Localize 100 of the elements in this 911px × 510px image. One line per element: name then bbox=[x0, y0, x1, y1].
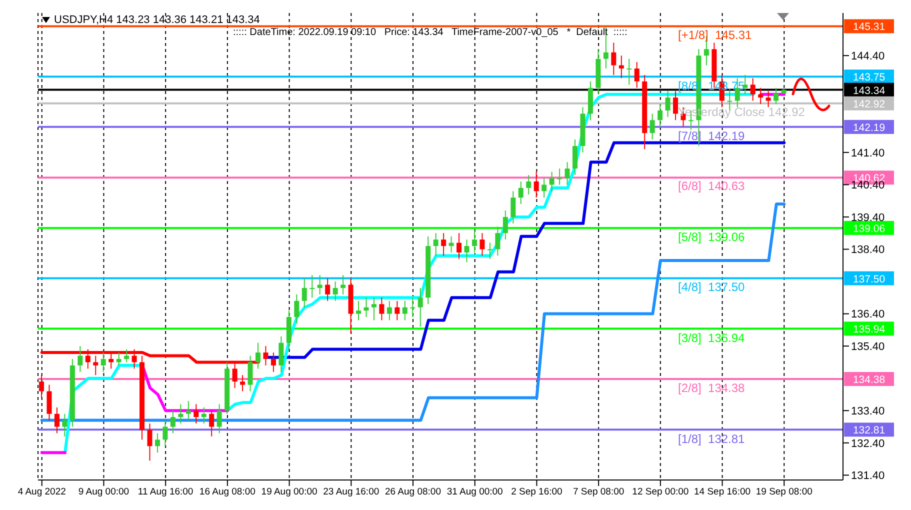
candlestick bbox=[209, 410, 214, 437]
candlestick bbox=[46, 384, 52, 421]
x-tick-label: 4 Aug 2022 bbox=[18, 486, 66, 498]
candlestick bbox=[62, 413, 68, 437]
candlestick bbox=[766, 90, 771, 108]
candlestick bbox=[549, 171, 554, 192]
candlestick bbox=[332, 281, 338, 302]
ref-line-label: 143.75 bbox=[852, 72, 886, 84]
candlestick bbox=[310, 274, 315, 298]
candlestick bbox=[564, 162, 570, 186]
y-tick-label: 144.40 bbox=[851, 50, 885, 63]
ref-line-label: 135.94 bbox=[852, 324, 886, 336]
x-tick-label: 12 Sep 00:00 bbox=[632, 486, 689, 498]
x-tick-label: 9 Aug 00:00 bbox=[78, 486, 130, 498]
y-tick-label: 139.40 bbox=[851, 212, 885, 224]
chart-title: USDJPY,H4 143.23 143.36 143.21 143.34 bbox=[54, 14, 260, 26]
y-tick-label: 132.40 bbox=[851, 438, 885, 450]
candlestick bbox=[278, 336, 284, 372]
candlestick bbox=[364, 297, 369, 318]
candlestick bbox=[418, 287, 423, 328]
candlestick bbox=[626, 58, 632, 86]
candlestick bbox=[248, 355, 253, 392]
candlestick bbox=[611, 42, 616, 76]
candlestick bbox=[386, 300, 392, 321]
candlestick bbox=[379, 297, 384, 321]
candlestick bbox=[39, 374, 44, 398]
candlestick bbox=[100, 352, 106, 372]
candlestick bbox=[518, 180, 524, 205]
x-tick-label: 19 Aug 00:00 bbox=[261, 486, 318, 498]
candlestick bbox=[750, 78, 756, 102]
candlestick bbox=[371, 297, 376, 321]
y-tick-label: 135.40 bbox=[851, 340, 885, 353]
x-tick-label: 31 Aug 00:00 bbox=[446, 486, 503, 498]
candlestick bbox=[124, 348, 130, 363]
candlestick bbox=[340, 274, 346, 295]
candlestick bbox=[658, 104, 663, 128]
candlestick bbox=[216, 404, 222, 434]
annotation: [+1/8] 145.31 bbox=[678, 28, 752, 42]
x-tick-label: 26 Aug 08:00 bbox=[385, 486, 441, 498]
candlestick bbox=[356, 300, 362, 321]
candlestick bbox=[665, 90, 670, 118]
candlestick bbox=[170, 410, 176, 434]
x-tick-label: 7 Sep 08:00 bbox=[572, 486, 624, 498]
candlestick bbox=[410, 297, 416, 318]
candlestick bbox=[487, 242, 492, 260]
candlestick bbox=[302, 278, 307, 308]
candlestick bbox=[147, 423, 152, 462]
candlestick bbox=[510, 190, 516, 224]
ref-line-label: 134.38 bbox=[852, 374, 886, 386]
x-tick-label: 23 Aug 16:00 bbox=[323, 486, 380, 498]
candlestick bbox=[240, 374, 246, 392]
candlestick bbox=[317, 274, 322, 295]
candlestick bbox=[201, 406, 206, 424]
candlestick bbox=[618, 55, 624, 79]
candlestick bbox=[572, 139, 578, 176]
candlestick bbox=[178, 404, 184, 424]
candlestick bbox=[294, 294, 300, 324]
candlestick bbox=[54, 406, 60, 434]
annotation: [1/8] 132.81 bbox=[678, 432, 745, 446]
annotation: [4/8] 137.50 bbox=[678, 280, 745, 294]
x-tick-label: 2 Sep 16:00 bbox=[511, 486, 562, 498]
ref-line-label: 143.34 bbox=[852, 84, 886, 97]
candlestick bbox=[194, 404, 199, 424]
candlestick bbox=[542, 178, 547, 198]
candlestick bbox=[433, 232, 438, 256]
ref-line-label: 145.31 bbox=[852, 21, 886, 34]
candlestick bbox=[534, 171, 539, 198]
candlestick bbox=[456, 232, 462, 260]
y-tick-label: 141.40 bbox=[851, 147, 885, 160]
candlestick bbox=[162, 420, 168, 447]
candlestick bbox=[263, 346, 268, 366]
candlestick bbox=[116, 352, 122, 366]
x-tick-label: 14 Sep 16:00 bbox=[694, 486, 751, 498]
candlestick bbox=[325, 278, 330, 302]
candlestick bbox=[502, 210, 508, 240]
ref-line-label: 142.92 bbox=[852, 98, 886, 110]
annotation: [6/8] 140.63 bbox=[678, 179, 745, 194]
candlestick bbox=[78, 346, 83, 372]
candlestick bbox=[464, 239, 470, 263]
y-tick-label: 136.40 bbox=[851, 308, 885, 321]
candlestick bbox=[186, 400, 191, 421]
candlestick bbox=[673, 90, 678, 121]
x-tick-label: 19 Sep 08:00 bbox=[756, 486, 812, 498]
ref-line-label: 137.50 bbox=[852, 273, 886, 286]
candlestick bbox=[480, 232, 485, 256]
ref-line-label: 142.19 bbox=[852, 122, 886, 134]
ref-line-label: 139.06 bbox=[852, 222, 886, 235]
candlestick bbox=[634, 62, 640, 88]
annotation: [3/8] 135.94 bbox=[678, 330, 745, 345]
y-tick-label: 138.40 bbox=[851, 244, 885, 256]
candlestick bbox=[448, 236, 454, 253]
candlestick bbox=[526, 174, 532, 195]
annotation: [5/8] 139.06 bbox=[678, 230, 745, 244]
candlestick bbox=[394, 300, 400, 321]
candlestick bbox=[270, 352, 276, 372]
candlestick bbox=[402, 300, 408, 321]
candlestick bbox=[650, 113, 655, 140]
candlestick bbox=[441, 232, 446, 256]
y-tick-label: 131.40 bbox=[851, 470, 885, 482]
y-tick-label: 133.40 bbox=[851, 406, 885, 418]
